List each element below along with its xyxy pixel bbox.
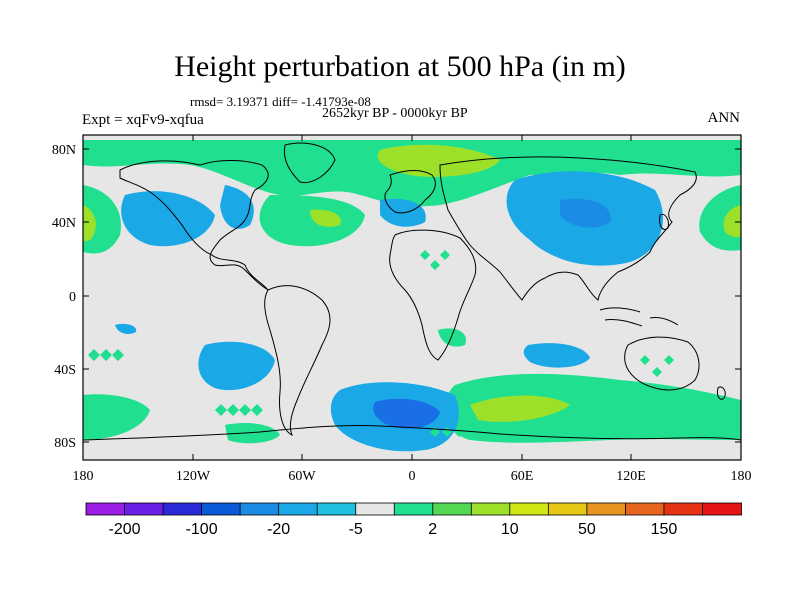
colorbar-label: 10: [501, 521, 519, 538]
coast-australia: [624, 336, 700, 391]
colorbar-label: -20: [267, 521, 290, 538]
colorbar-swatch: [162, 502, 203, 516]
indian-ocean-patch: [438, 328, 466, 347]
north-atlantic-core: [310, 209, 341, 227]
colorbar-swatch: [124, 502, 164, 516]
colorbar-swatch: [278, 502, 319, 516]
coast-north-america: [119, 160, 269, 291]
southern-positive-core: [470, 395, 570, 422]
lon-tick-label: 0: [409, 469, 416, 484]
lon-tick-label: 180: [73, 469, 94, 484]
colorbar-label: -100: [186, 521, 218, 538]
indian-negative: [523, 343, 590, 368]
colorbar-swatch: [470, 502, 511, 516]
asia-negative-core: [560, 198, 611, 228]
coast-asia: [439, 156, 697, 301]
colorbar-swatch: [547, 502, 588, 516]
pacific-positive-west-core: [83, 205, 96, 242]
lon-tick-label: 60W: [288, 469, 316, 484]
lat-tick-label: 80S: [54, 436, 76, 451]
colorbar-swatch: [393, 502, 434, 516]
lat-tick-label: 80N: [52, 143, 76, 158]
southeast-positive: [680, 402, 741, 440]
south-pacific-negative: [198, 341, 275, 391]
south-pacific-patch: [115, 323, 137, 334]
coast-africa: [389, 229, 477, 361]
lon-tick-label: 180: [731, 469, 752, 484]
colorbar-swatch: [239, 502, 280, 516]
stipple-patches: [88, 250, 674, 437]
lat-tick-label: 40S: [54, 363, 76, 378]
coastlines: [83, 142, 741, 441]
colorbar-swatch: [201, 502, 242, 516]
experiment-label: Expt = xqFv9-xqfua: [82, 112, 204, 128]
atlantic-negative: [220, 185, 254, 229]
colorbar-swatch: [509, 502, 550, 516]
colorbar-label: -200: [109, 521, 141, 538]
coast-europe: [384, 170, 436, 214]
colorbar-swatch: [586, 502, 627, 516]
pacific-positive-east-core: [723, 205, 741, 238]
lat-tick-label: 40N: [52, 216, 76, 231]
coast-south-america: [264, 285, 331, 437]
colorbar-swatch: [355, 502, 396, 516]
lon-tick-label: 120E: [616, 469, 646, 484]
map-title: Height perturbation at 500 hPa (in m): [174, 50, 626, 83]
southern-patch-mid: [225, 423, 280, 444]
southwest-positive: [83, 394, 150, 440]
colorbar-swatch: [85, 502, 126, 516]
colorbar-swatch: [625, 502, 665, 516]
season-label: ANN: [707, 110, 741, 126]
lon-tick-label: 120W: [176, 469, 211, 484]
lon-tick-label: 60E: [511, 469, 534, 484]
colorbar-label: 2: [428, 521, 437, 538]
coast-indonesia: [599, 307, 679, 327]
coast-antarctica: [83, 424, 741, 441]
stats-label: rmsd= 3.19371 diff= -1.41793e-08: [190, 94, 371, 109]
latitude-axis: 80N 40N 0 40S 80S: [52, 143, 741, 451]
colorbar-label: -5: [349, 521, 363, 538]
southern-positive-band: [444, 373, 741, 443]
map-field: [83, 135, 741, 460]
north-atlantic-positive: [259, 195, 365, 247]
coast-japan: [659, 213, 669, 230]
coast-greenland: [283, 142, 336, 184]
south-atlantic-core: [373, 398, 440, 429]
longitude-axis: 180 120W 60W 0 60E 120E 180: [73, 135, 752, 484]
colorbar-swatch: [663, 502, 704, 516]
coast-new-zealand: [717, 386, 726, 400]
colorbar-swatch: [316, 502, 357, 516]
lat-tick-label: 0: [69, 290, 76, 305]
colorbar-swatch: [432, 502, 473, 516]
colorbar-label: 150: [651, 521, 678, 538]
colorbar-swatch: [702, 502, 742, 516]
pacific-negative-west: [121, 191, 215, 247]
period-label: 2652kyr BP - 0000kyr BP: [322, 106, 468, 121]
colorbar: -200 -100 -20 -5 2 10 50 150: [85, 502, 742, 538]
colorbar-label: 50: [578, 521, 596, 538]
arctic-strong-positive: [377, 144, 500, 177]
